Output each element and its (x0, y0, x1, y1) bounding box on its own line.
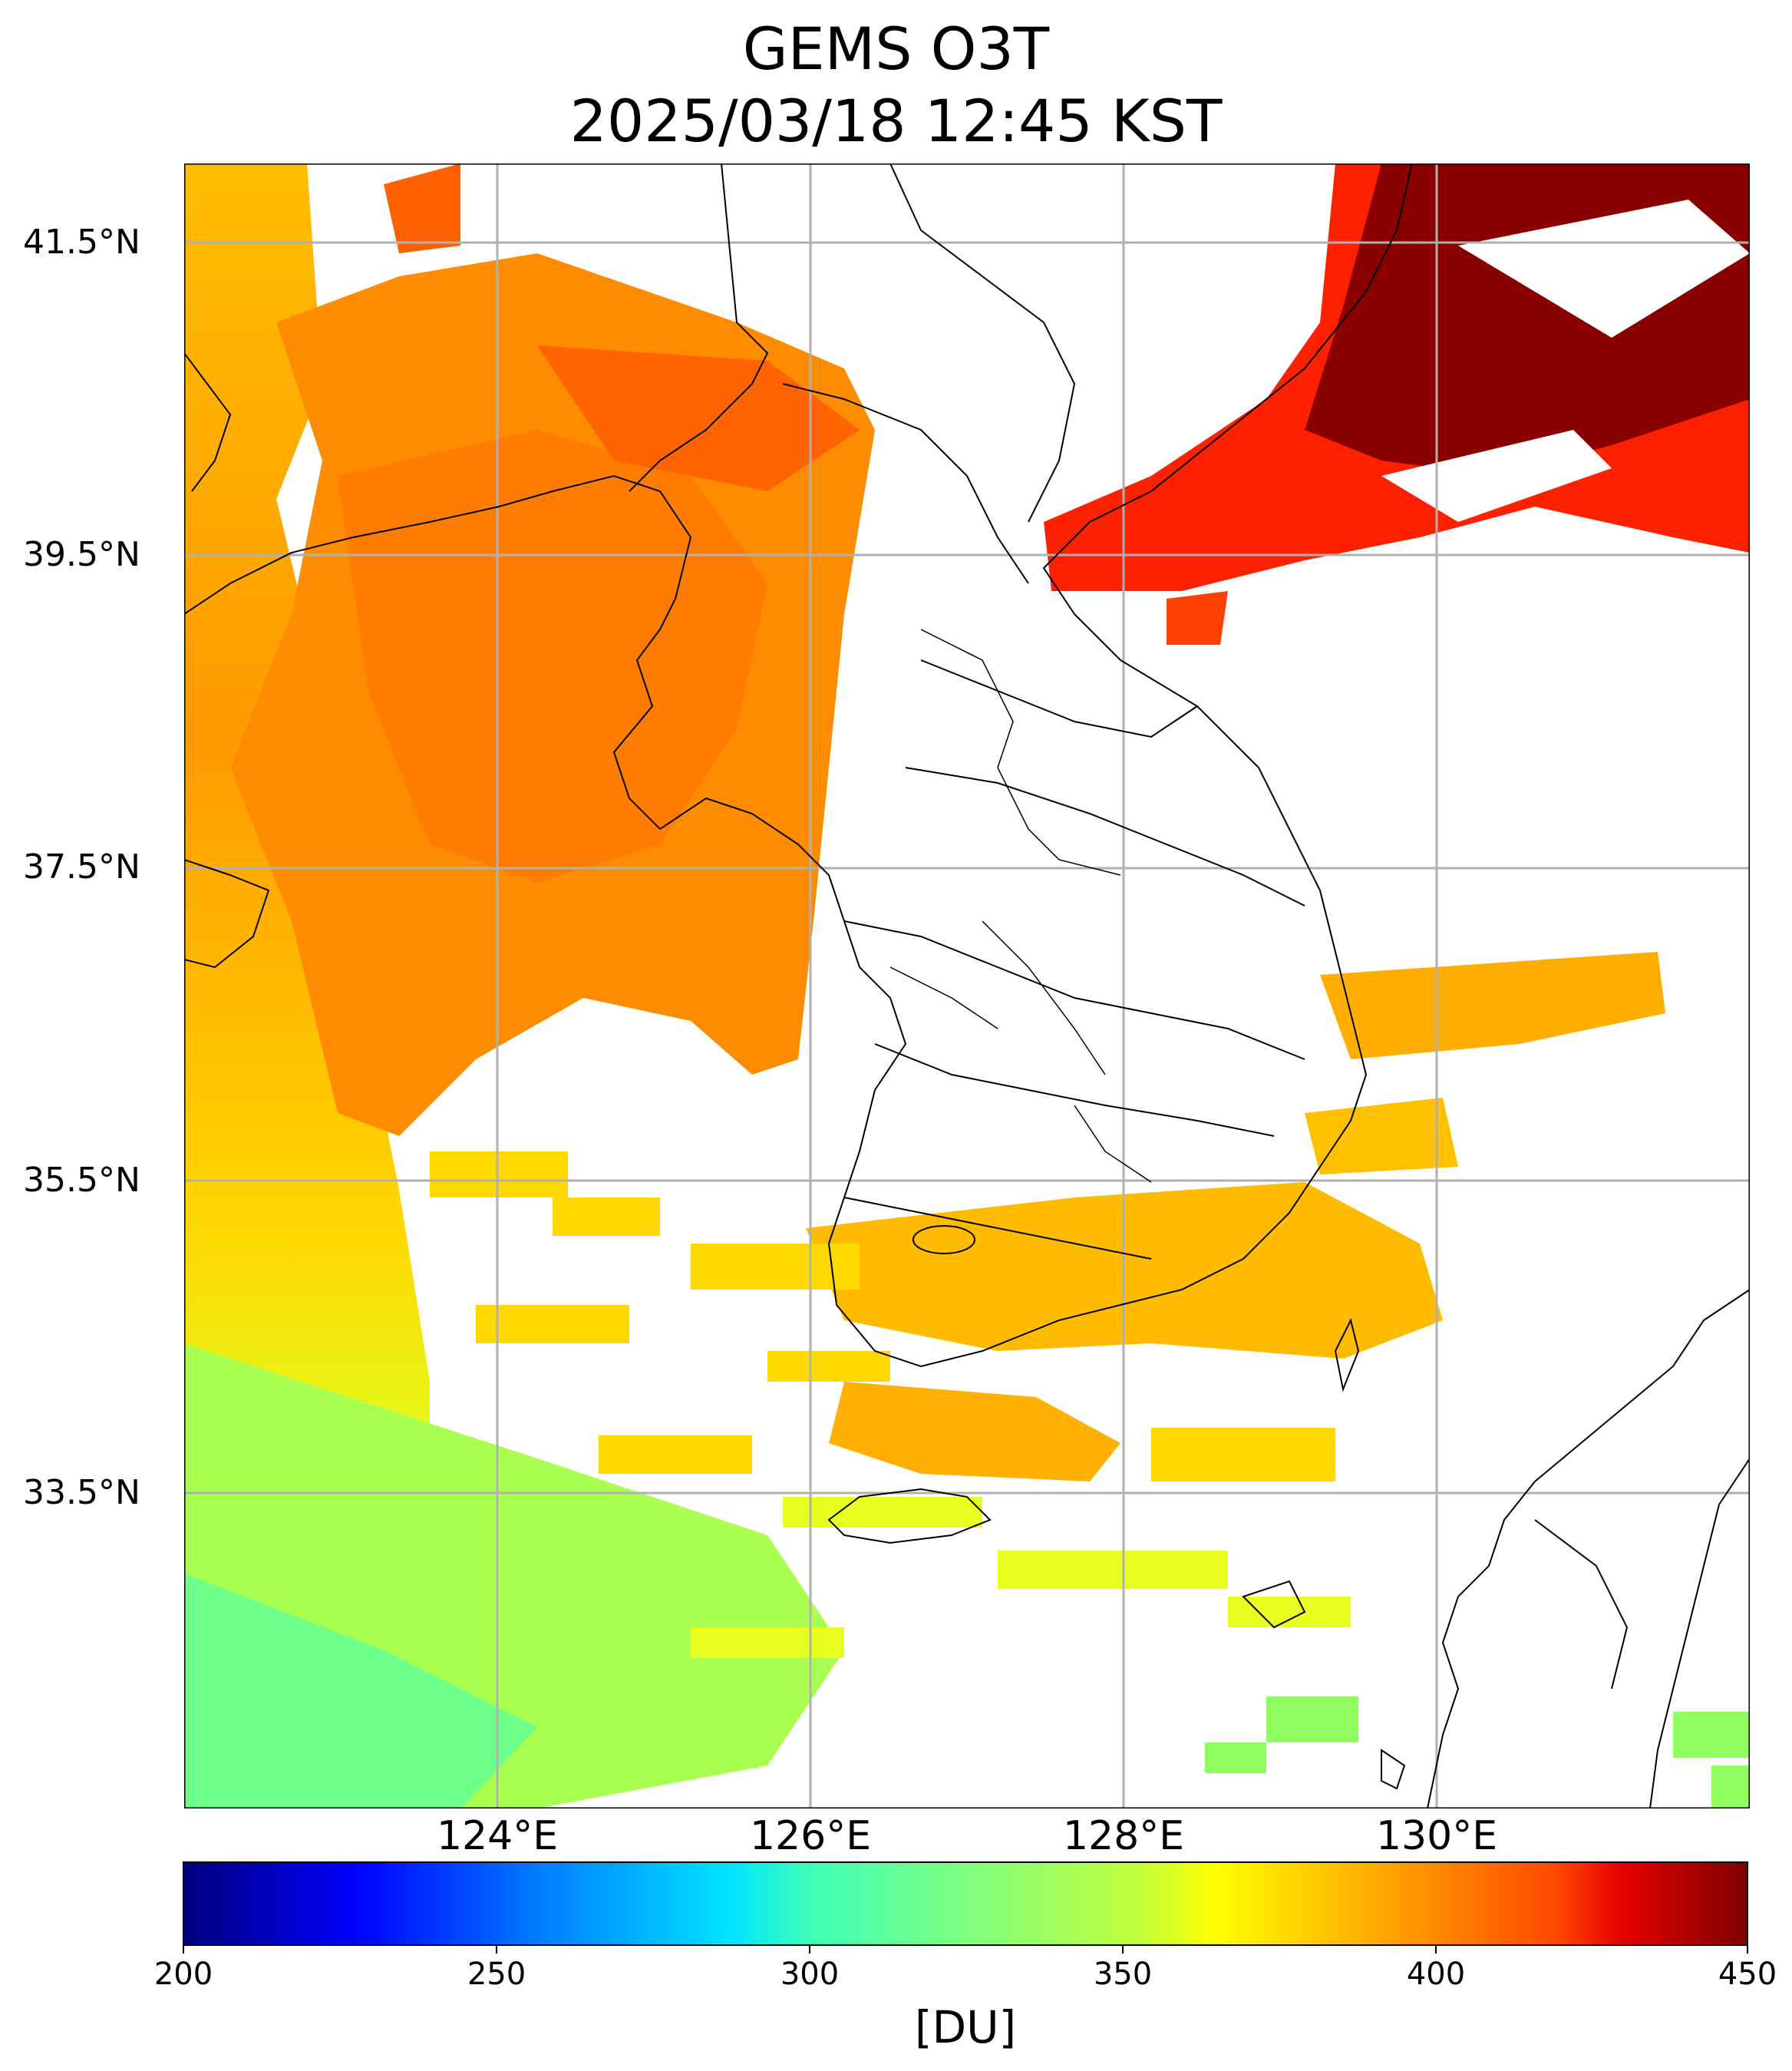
colorbar-tick (1747, 1946, 1748, 1954)
lat-label-35-5: 35.5°N (23, 1161, 140, 1200)
colorbar-tick (809, 1946, 810, 1954)
colorbar-label-200: 200 (153, 1957, 213, 1992)
map-timestamp: 2025/03/18 12:45 KST (569, 87, 1223, 155)
colorbar-label-250: 250 (467, 1957, 526, 1992)
colorbar-unit-label: [DU] (914, 2001, 1017, 2053)
colorbar-tick (183, 1946, 184, 1954)
colorbar-label-300: 300 (780, 1957, 840, 1992)
lat-label-41-5: 41.5°N (23, 223, 140, 262)
colorbar-tick (496, 1946, 497, 1954)
colorbar-tick (1435, 1946, 1437, 1954)
province-borders (889, 629, 1152, 1183)
lat-label-33-5: 33.5°N (23, 1473, 140, 1512)
coastlines (184, 164, 1750, 1808)
ozone-map (184, 164, 1750, 1808)
lon-label-130: 130°E (1375, 1813, 1498, 1859)
colorbar-tick (1122, 1946, 1124, 1954)
lon-label-126: 126°E (749, 1813, 872, 1859)
lon-label-124: 124°E (436, 1813, 559, 1859)
lat-label-39-5: 39.5°N (23, 535, 140, 574)
colorbar-label-400: 400 (1406, 1957, 1466, 1992)
map-title: GEMS O3T (742, 15, 1050, 83)
lon-label-128: 128°E (1062, 1813, 1185, 1859)
lat-label-37-5: 37.5°N (23, 847, 140, 887)
ozone-field (184, 164, 1750, 1808)
gridlines (184, 164, 1750, 1808)
colorbar-label-350: 350 (1093, 1957, 1153, 1992)
colorbar (183, 1861, 1748, 1946)
colorbar-label-450: 450 (1718, 1957, 1777, 1992)
